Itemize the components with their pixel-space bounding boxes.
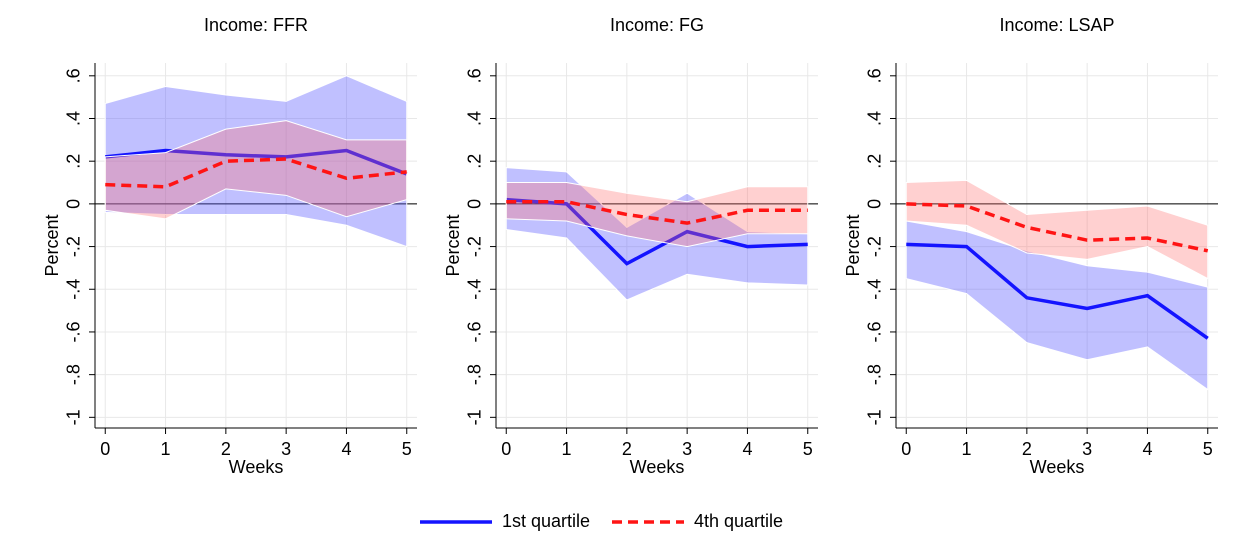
panel-title: Income: FG	[610, 15, 704, 35]
y-tick-label: .4	[465, 111, 485, 126]
x-tick-label: 3	[281, 439, 291, 459]
x-axis-label: Weeks	[229, 457, 284, 477]
y-tick-label: -.6	[64, 321, 84, 342]
y-tick-label: -.8	[865, 364, 885, 385]
x-tick-label: 3	[1082, 439, 1092, 459]
panel: Income: FG .6 .4 .2 0 -.2 -.4 -.6 -.8 -1 0 1 2 3 4 5 Per…	[443, 15, 818, 477]
x-tick-label: 0	[100, 439, 110, 459]
x-tick-label: 2	[1022, 439, 1032, 459]
y-tick-label: .4	[865, 111, 885, 126]
x-tick-label: 0	[501, 439, 511, 459]
series-line	[105, 157, 407, 189]
x-tick-label: 1	[562, 439, 572, 459]
confidence-band	[505, 182, 809, 248]
y-tick-label: 0	[865, 199, 885, 209]
y-tick-label: -1	[64, 409, 84, 425]
panel-title: Income: FFR	[204, 15, 308, 35]
x-tick-label: 5	[803, 439, 813, 459]
y-tick-label: .6	[865, 68, 885, 83]
y-tick-label: -.4	[465, 279, 485, 300]
series-line	[906, 242, 1209, 340]
x-tick-label: 1	[962, 439, 972, 459]
panel: Income: LSAP .6 .4 .2 0 -.2 -.4 -.6 -.8 -1 0 1 2 3 4 5 P…	[843, 15, 1218, 477]
legend-label: 1st quartile	[502, 511, 590, 531]
x-tick-label: 4	[341, 439, 351, 459]
series-line	[906, 202, 1209, 253]
y-tick-label: -.4	[64, 279, 84, 300]
x-axis-label: Weeks	[630, 457, 685, 477]
y-tick-label: -1	[465, 409, 485, 425]
y-tick-label: -.6	[465, 321, 485, 342]
confidence-band	[505, 167, 809, 301]
x-tick-label: 3	[682, 439, 692, 459]
panel: Income: FFR .6 .4 .2 0 -.2 -.4 -.6 -.8 -1 0 1 2 3 4 5 Pe…	[42, 15, 417, 477]
x-tick-label: 4	[742, 439, 752, 459]
x-tick-label: 2	[622, 439, 632, 459]
x-axis-label: Weeks	[1030, 457, 1085, 477]
y-tick-label: 0	[465, 199, 485, 209]
series-line	[105, 148, 408, 176]
y-tick-label: -.6	[865, 321, 885, 342]
x-tick-label: 0	[901, 439, 911, 459]
y-axis-label: Percent	[843, 214, 863, 276]
y-tick-label: -.8	[64, 364, 84, 385]
y-tick-label: -1	[865, 409, 885, 425]
confidence-band	[104, 75, 408, 248]
y-tick-label: .4	[64, 111, 84, 126]
series-line	[506, 199, 808, 225]
confidence-band	[905, 179, 1209, 280]
y-tick-label: -.4	[865, 279, 885, 300]
confidence-band	[104, 120, 408, 220]
y-axis-label: Percent	[443, 214, 463, 276]
x-tick-label: 1	[161, 439, 171, 459]
x-tick-label: 2	[221, 439, 231, 459]
x-tick-label: 5	[402, 439, 412, 459]
y-tick-label: .2	[64, 154, 84, 169]
y-tick-label: .2	[465, 154, 485, 169]
legend-label: 4th quartile	[694, 511, 783, 531]
y-tick-label: -.2	[865, 236, 885, 257]
x-tick-label: 4	[1142, 439, 1152, 459]
y-tick-label: -.2	[64, 236, 84, 257]
y-tick-label: -.8	[465, 364, 485, 385]
x-tick-label: 5	[1203, 439, 1213, 459]
confidence-band	[905, 220, 1209, 391]
y-tick-label: .6	[465, 68, 485, 83]
y-tick-label: 0	[64, 199, 84, 209]
y-tick-label: .6	[64, 68, 84, 83]
y-axis-label: Percent	[42, 214, 62, 276]
y-tick-label: .2	[865, 154, 885, 169]
panel-title: Income: LSAP	[999, 15, 1114, 35]
y-tick-label: -.2	[465, 236, 485, 257]
